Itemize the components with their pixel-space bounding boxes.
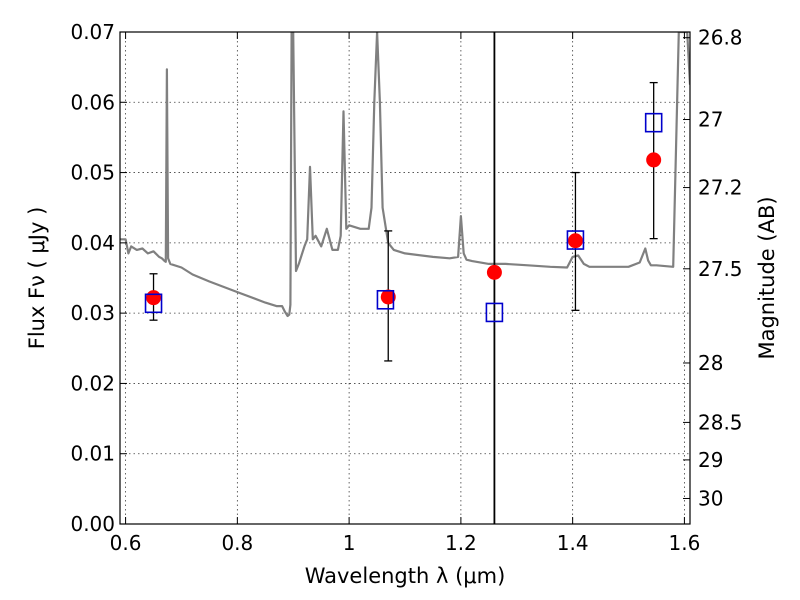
observed-point [646,152,662,168]
spectrum-layer [120,32,690,318]
y-tick-label: 0.03 [70,301,115,325]
y-tick-label: 0.06 [70,90,115,114]
model-square [566,230,585,250]
right-tick-label: 27 [698,108,723,132]
y-tick-label: 0.02 [70,371,115,395]
x-tick-label: 1 [343,531,356,555]
y-tick-label: 0.00 [70,512,115,536]
points-layer [146,152,662,306]
squares-layer [144,112,663,323]
grid [120,32,690,524]
right-tick-label: 28 [698,351,723,375]
right-tick-label: 28.5 [698,410,743,434]
axis-ticks [120,31,690,525]
x-tick-label: 1.4 [557,531,589,555]
right-tick-label: 27.5 [698,257,743,281]
errorbar-layer [149,81,658,362]
x-tick-label: 1.6 [669,531,701,555]
x-tick-label: 1.2 [445,531,477,555]
right-tick-label: 30 [698,486,723,510]
model-square [485,302,504,323]
observed-point [486,264,502,280]
right-tick-label: 27.2 [698,176,743,200]
right-axis-label: Magnitude (AB) [755,196,779,359]
x-tick-label: 0.6 [110,531,142,555]
tick-labels: 0.6 0.8 1 1.2 1.4 1.6 0.00 0.01 0.02 0.03 0.04 0.05… [70,20,742,555]
x-axis-label: Wavelength λ (μm) [305,564,506,588]
observed-point [380,289,396,305]
y-axis-label: Flux Fν ( μJy ) [25,207,49,350]
model-square [644,112,663,133]
model-spectrum-line [120,32,690,318]
right-tick-label: 29 [698,448,723,472]
observed-point [146,290,162,306]
observed-point [567,233,583,249]
y-tick-label: 0.07 [70,20,115,44]
model-square [376,289,395,310]
plot-frame [119,31,691,525]
plot-content [120,32,690,524]
right-tick-label: 26.8 [698,26,743,50]
model-square [144,293,163,314]
y-tick-label: 0.01 [70,442,115,466]
y-tick-label: 0.05 [70,161,115,185]
y-tick-label: 0.04 [70,231,115,255]
x-tick-label: 0.8 [221,531,253,555]
